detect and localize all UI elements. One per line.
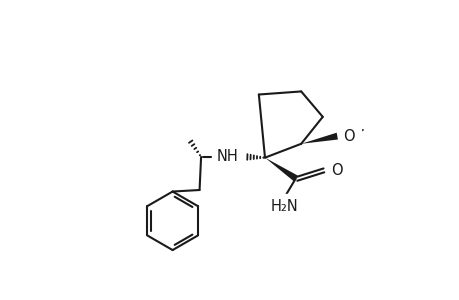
Polygon shape	[264, 158, 297, 181]
Text: O: O	[330, 163, 342, 178]
Text: H₂N: H₂N	[270, 200, 297, 214]
Text: O: O	[343, 129, 354, 144]
Polygon shape	[301, 133, 337, 144]
Text: NH: NH	[217, 149, 238, 164]
